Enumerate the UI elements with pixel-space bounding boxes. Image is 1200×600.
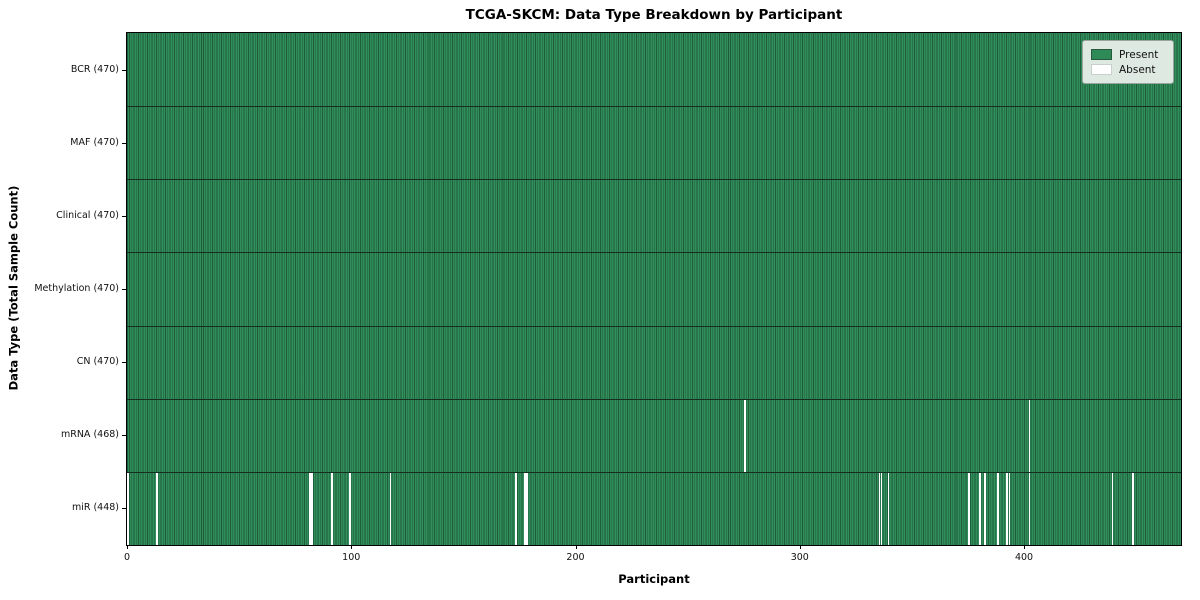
heatmap-row-methylation (127, 252, 1181, 325)
absent-cell (156, 472, 159, 545)
heatmap-row-bcr (127, 33, 1181, 106)
x-tick-mark (799, 545, 801, 549)
absent-cell (997, 472, 1000, 545)
legend-label-present: Present (1119, 48, 1159, 61)
x-tick-label: 400 (1014, 552, 1034, 563)
y-tick-label: Clinical (470) (56, 209, 119, 221)
legend-label-absent: Absent (1119, 63, 1156, 76)
x-tick-label: 0 (123, 552, 131, 563)
heatmap-row-clinical (127, 179, 1181, 252)
x-tick-mark (351, 545, 353, 549)
heatmap-row-maf (127, 106, 1181, 179)
x-tick-label: 100 (342, 552, 361, 563)
absent-cell (983, 472, 986, 545)
y-tick-mark (122, 69, 126, 71)
legend-item-absent: Absent (1091, 62, 1165, 77)
y-tick-label: miR (448) (71, 502, 119, 514)
absent-cell (1028, 399, 1031, 472)
absent-cell (1006, 472, 1009, 545)
y-tick-label: BCR (470) (70, 63, 119, 75)
absent-cell (979, 472, 982, 545)
y-tick-label: mRNA (468) (60, 429, 119, 441)
legend: Present Absent (1082, 40, 1174, 84)
absent-cell (331, 472, 333, 545)
absent-cell (515, 472, 517, 545)
y-tick-mark (122, 435, 126, 437)
y-tick-label: MAF (470) (70, 136, 119, 148)
absent-cell (308, 472, 311, 545)
x-tick-label: 200 (566, 552, 585, 563)
x-axis-title: Participant (618, 572, 690, 586)
x-tick-mark (127, 545, 128, 549)
y-tick-mark (122, 142, 126, 144)
absent-cell (524, 472, 526, 545)
absent-swatch-icon (1091, 64, 1112, 75)
y-tick-mark (122, 362, 126, 364)
y-tick-label: Methylation (470) (34, 283, 119, 294)
absent-cell (1111, 472, 1114, 545)
present-swatch-icon (1091, 49, 1112, 60)
x-tick-mark (1024, 545, 1026, 549)
heatmap-row-cn (127, 325, 1181, 399)
absent-cell (1008, 472, 1011, 545)
absent-cell (1131, 472, 1134, 545)
y-tick-mark (122, 289, 126, 290)
absent-cell (880, 472, 883, 545)
plot-area: Present Absent (126, 32, 1182, 546)
y-tick-label: CN (470) (76, 356, 119, 368)
x-tick-label: 300 (790, 552, 809, 563)
absent-cell (1028, 472, 1031, 545)
absent-cell (311, 472, 313, 545)
chart-title: TCGA-SKCM: Data Type Breakdown by Partic… (465, 7, 843, 23)
absent-cell (526, 472, 529, 545)
y-tick-mark (122, 215, 126, 217)
y-tick-mark (122, 508, 126, 510)
absent-cell (968, 472, 970, 545)
absent-cell (349, 472, 351, 545)
absent-cell (887, 472, 890, 545)
absent-cell (389, 472, 392, 545)
heatmap-row-mrna (127, 398, 1181, 472)
legend-item-present: Present (1091, 47, 1165, 62)
x-tick-mark (575, 545, 577, 549)
absent-cell (127, 472, 129, 545)
absent-cell (744, 399, 746, 472)
heatmap-row-mir (127, 471, 1181, 545)
absent-cell (878, 472, 881, 545)
